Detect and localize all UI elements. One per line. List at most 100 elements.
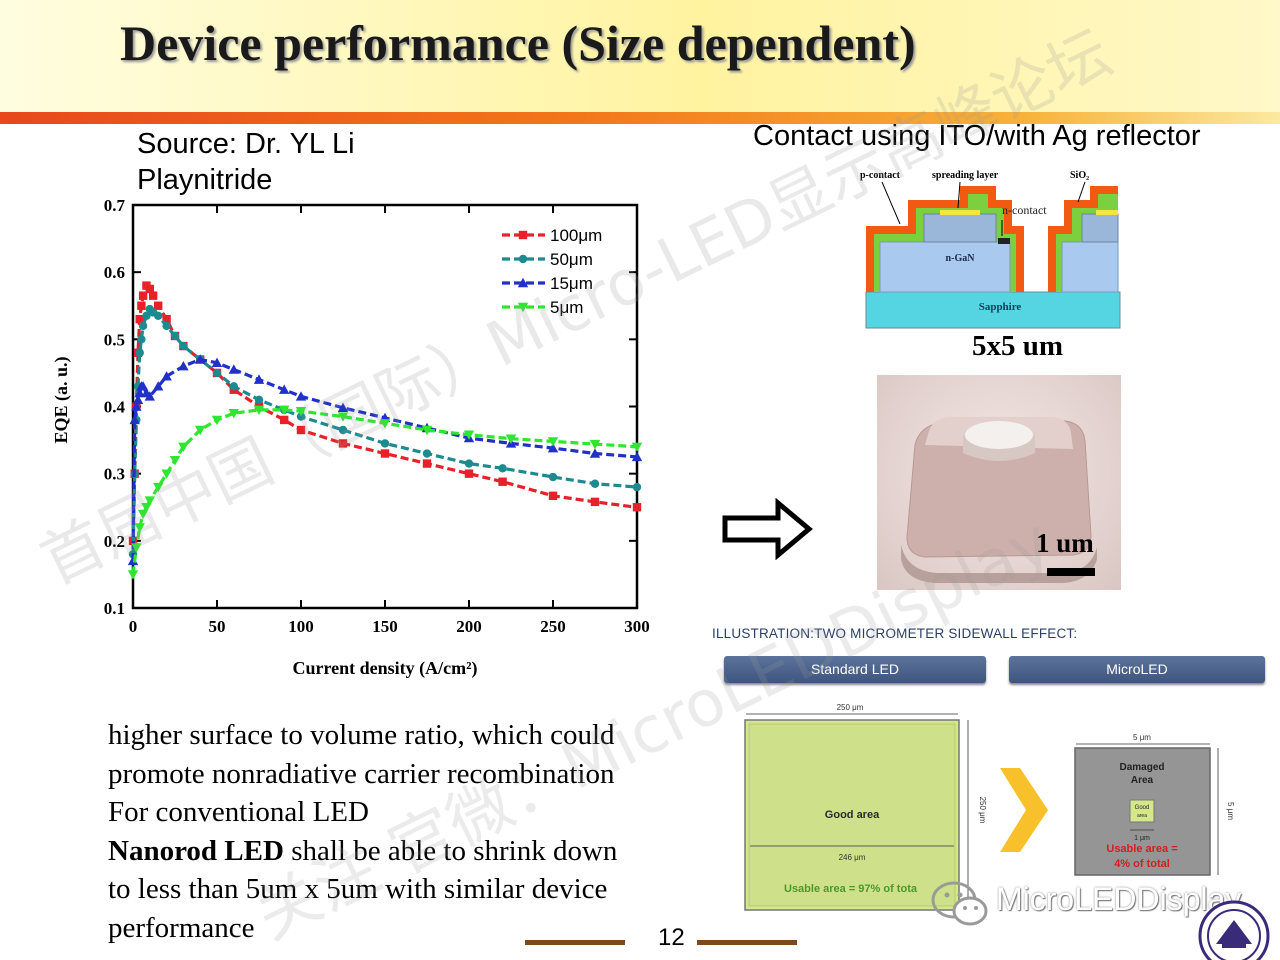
arrow-right-icon xyxy=(722,498,813,560)
data-point xyxy=(498,464,507,473)
data-point xyxy=(632,482,642,492)
body-line-3: For conventional LED xyxy=(108,796,369,828)
footer-bar-right xyxy=(697,940,797,945)
data-point xyxy=(337,412,349,422)
data-point xyxy=(154,311,163,321)
data-point xyxy=(211,415,223,426)
data-point xyxy=(134,387,145,398)
data-point xyxy=(170,331,180,341)
sidewall-diagram: 250 μm Good area 246 μm Usable area = 97… xyxy=(744,703,1235,911)
university-seal-icon xyxy=(1198,900,1270,960)
data-point xyxy=(254,395,264,404)
data-point xyxy=(137,509,149,520)
data-point xyxy=(632,503,642,512)
data-point xyxy=(162,314,171,324)
title-banner xyxy=(0,0,1280,112)
x-tick-label: 100 xyxy=(288,617,314,636)
data-point xyxy=(138,291,148,300)
body-line-1: higher surface to volume ratio, which co… xyxy=(108,719,615,751)
data-point xyxy=(127,570,139,580)
data-point xyxy=(154,301,163,310)
data-point xyxy=(134,523,145,533)
data-point xyxy=(338,439,348,448)
data-point xyxy=(422,449,432,458)
slide-title: Device performance (Size dependent) xyxy=(120,15,916,71)
legend-label: 15μm xyxy=(550,274,593,293)
damaged-area-label-2: Area xyxy=(1131,775,1154,786)
y-tick-label: 0.3 xyxy=(104,465,125,484)
y-tick-label: 0.2 xyxy=(104,532,125,551)
data-point xyxy=(161,371,172,381)
legend-label: 5μm xyxy=(550,298,583,317)
y-tick-label: 0.7 xyxy=(104,196,126,215)
data-point xyxy=(148,291,158,300)
data-point xyxy=(380,439,390,448)
data-point xyxy=(547,437,559,447)
legend-marker xyxy=(517,302,529,313)
data-point xyxy=(547,442,559,453)
sapphire-label: Sapphire xyxy=(979,301,1022,313)
n-contact-label: n-contact xyxy=(1002,203,1047,217)
std-inner-dim: 246 μm xyxy=(839,853,866,862)
data-point xyxy=(590,497,600,507)
legend-label: 100μm xyxy=(550,226,602,245)
eqe-chart: 0 50 100 150 200 250 300 0.1 0.2 0.3 0.4 0.5 0.6 0.7 1… xyxy=(51,196,650,679)
legend-marker xyxy=(518,230,528,240)
std-side-dim: 250 μm xyxy=(978,797,987,824)
wechat-icon xyxy=(931,881,988,926)
p-contact-pad-right xyxy=(1096,210,1118,215)
device-schematic: Sapphire n-GaN p-contact spreading layer… xyxy=(860,170,1121,329)
contact-caption: Contact using ITO/with Ag reflector xyxy=(753,120,1201,152)
series-line xyxy=(131,306,638,555)
data-point xyxy=(153,482,164,493)
data-point xyxy=(589,448,601,458)
data-point xyxy=(132,394,144,404)
data-point xyxy=(631,442,643,452)
good-small-label-1: Good xyxy=(1135,805,1150,811)
data-point xyxy=(279,384,290,394)
data-point xyxy=(138,321,148,331)
data-point xyxy=(169,456,181,466)
data-point xyxy=(195,425,206,436)
data-point xyxy=(127,555,139,566)
data-point xyxy=(498,477,507,486)
body-line-5: to less than 5um x 5um with similar devi… xyxy=(108,873,608,905)
footer-bar-left xyxy=(525,940,625,945)
legend-marker xyxy=(517,277,529,288)
body-text: higher surface to volume ratio, which co… xyxy=(108,716,617,947)
data-point xyxy=(178,442,189,452)
data-point xyxy=(279,405,290,416)
data-point xyxy=(137,301,146,310)
data-point xyxy=(337,402,349,413)
data-point xyxy=(296,425,306,435)
y-tick-label: 0.1 xyxy=(104,599,125,618)
data-point xyxy=(464,459,474,468)
micro-top-dim: 5 μm xyxy=(1133,733,1151,742)
data-point xyxy=(135,348,144,357)
data-point xyxy=(464,469,474,478)
source-line-1: Source: Dr. YL Li xyxy=(137,128,355,160)
y-tick-label: 0.4 xyxy=(104,398,126,417)
mesa-right xyxy=(1081,213,1119,243)
data-point xyxy=(379,419,391,429)
sapphire-layer xyxy=(865,291,1121,329)
micro-side-dim: 5 μm xyxy=(1226,802,1235,820)
data-point xyxy=(135,314,144,324)
x-axis-label: Current density (A/cm²) xyxy=(292,658,477,679)
micro-usable-label-1: Usable area = xyxy=(1106,843,1177,855)
data-point xyxy=(179,341,188,351)
x-tick-label: 250 xyxy=(540,617,566,636)
legend-marker xyxy=(518,254,528,264)
ngan-layer-left xyxy=(879,241,1011,293)
sio2-label: SiO₂ xyxy=(1070,170,1089,181)
data-point xyxy=(195,354,206,364)
plot-area: 0 50 100 150 200 250 300 0.1 0.2 0.3 0.4 0.5 0.6 0.7 1… xyxy=(104,196,650,636)
data-point xyxy=(144,496,155,506)
microled-tab: MicroLED xyxy=(1009,656,1265,683)
data-point xyxy=(131,543,142,553)
scale-bar-label: 1 um xyxy=(1036,528,1094,558)
data-point xyxy=(590,479,600,488)
standard-led-tab: Standard LED xyxy=(724,656,986,683)
data-point xyxy=(338,425,348,435)
data-point xyxy=(228,409,239,419)
